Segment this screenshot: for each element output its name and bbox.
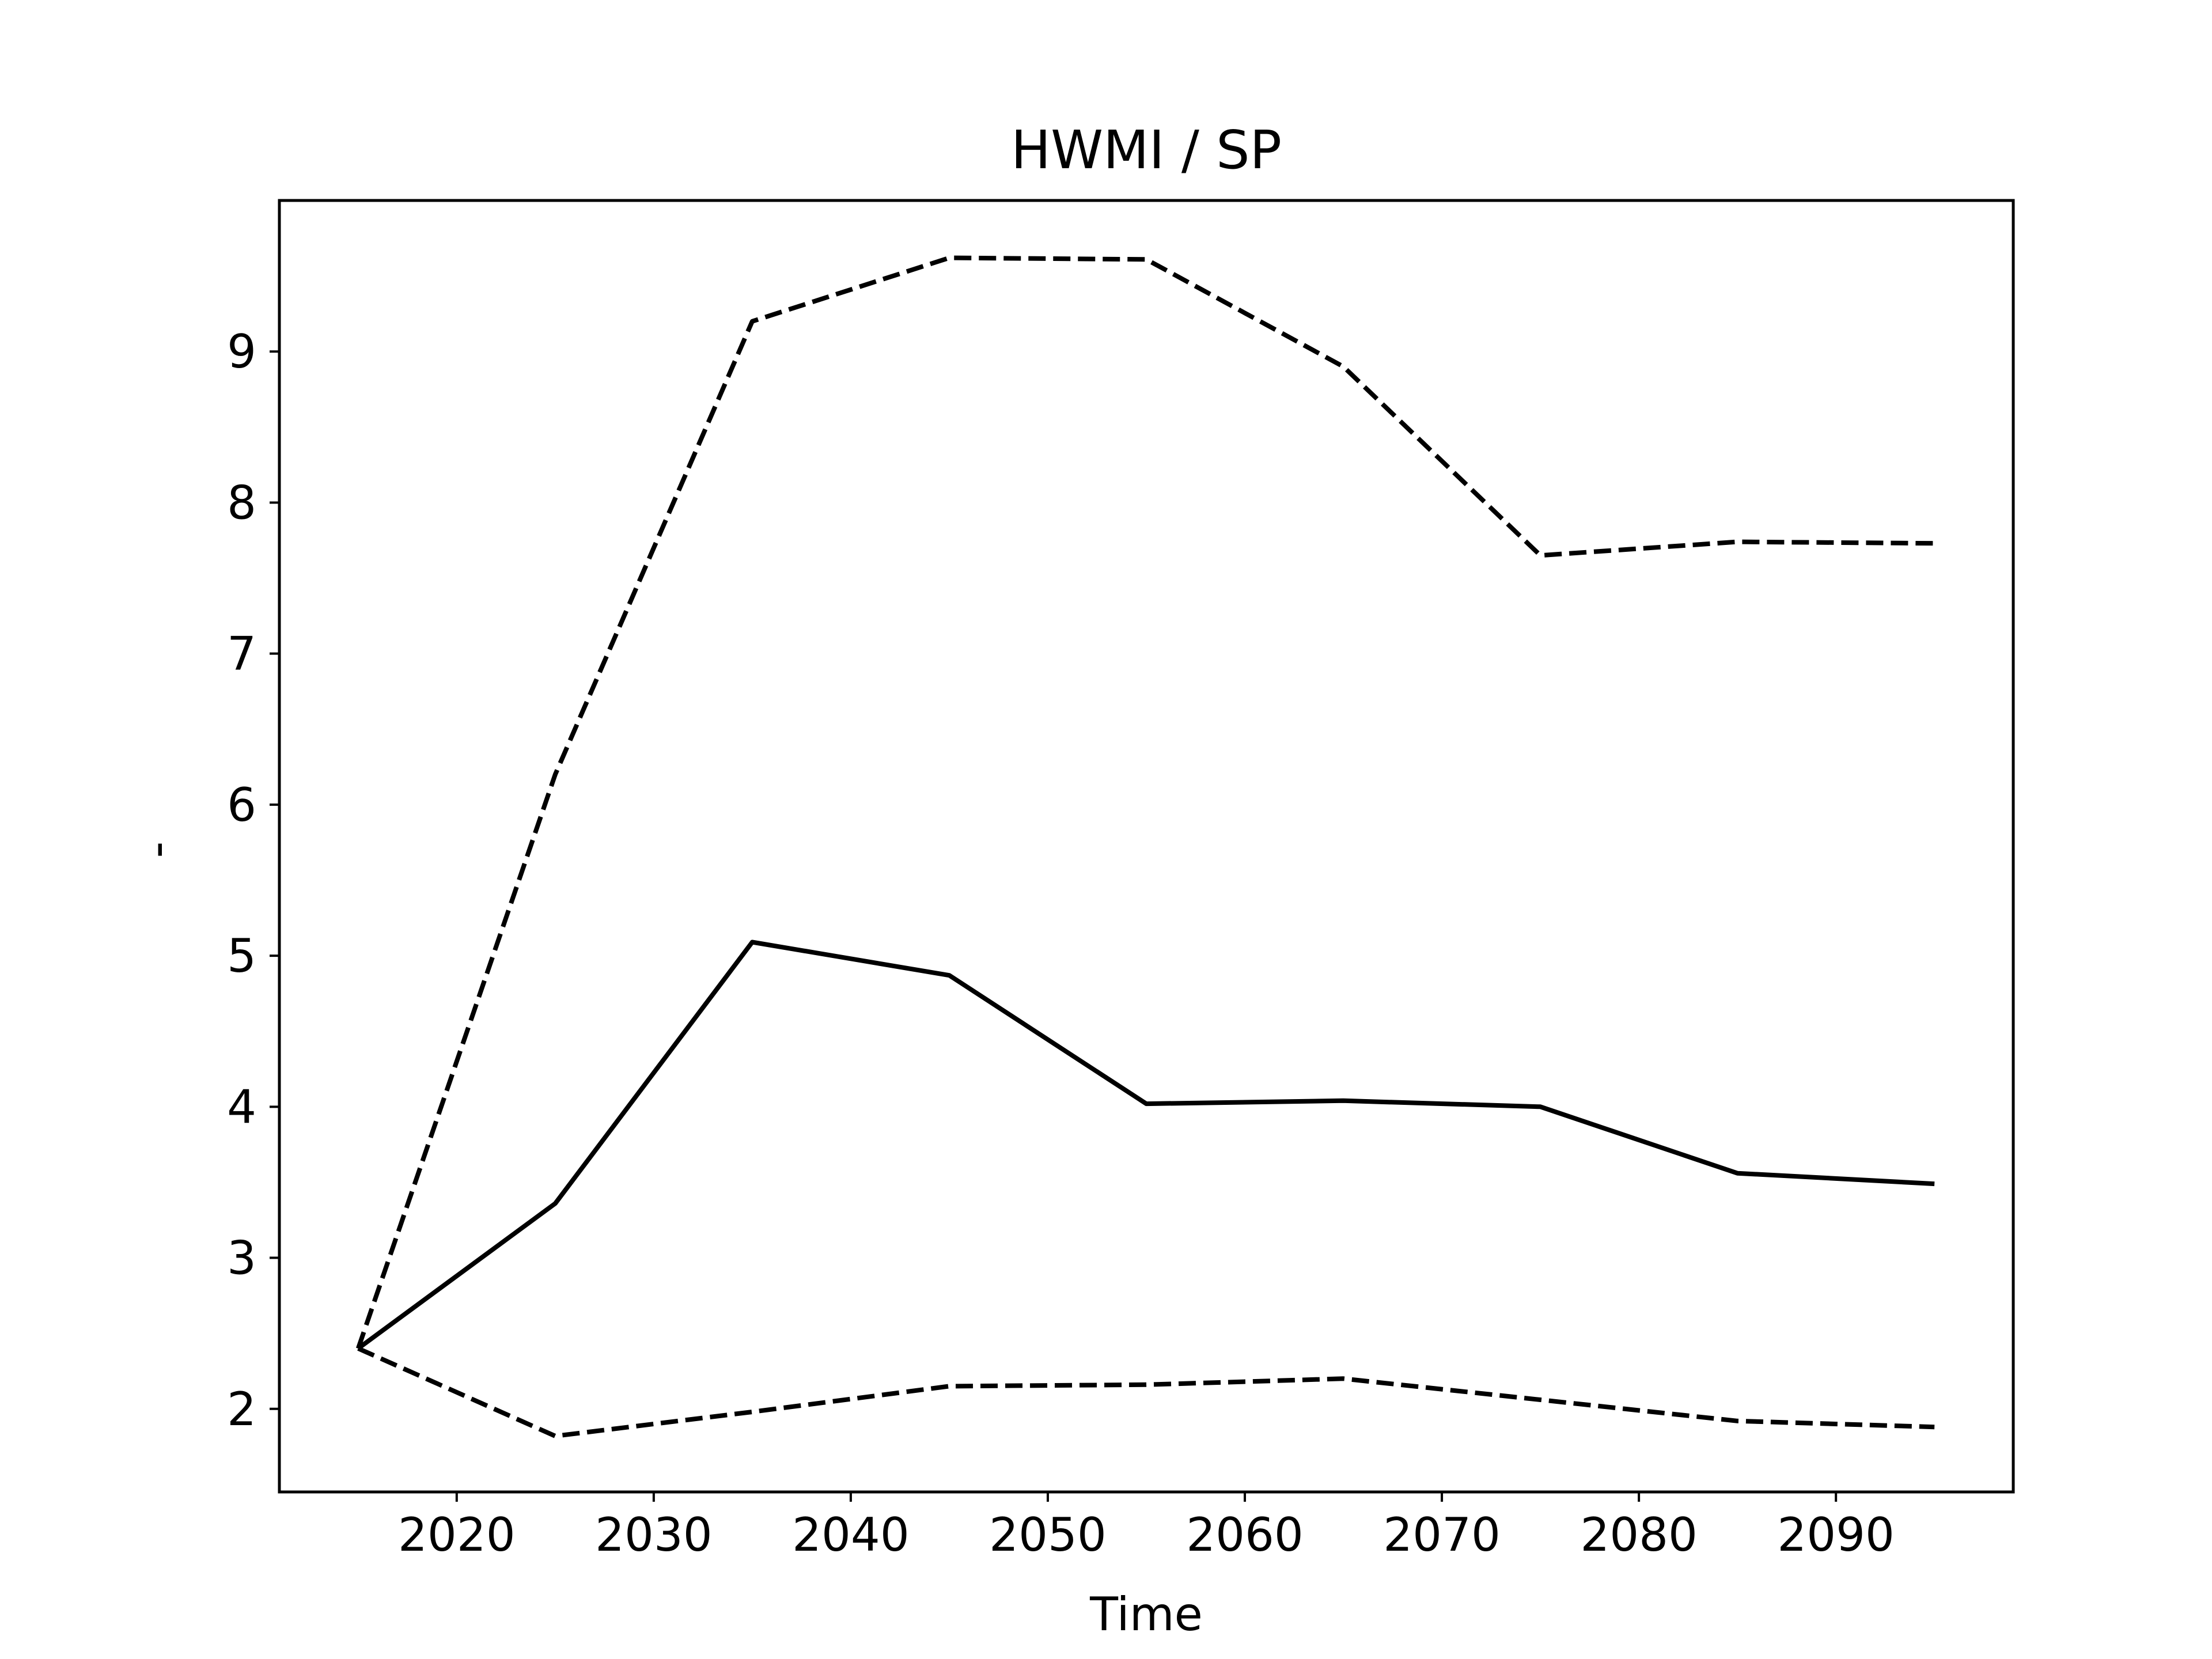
y-axis-label: - bbox=[130, 842, 184, 858]
y-tick-label: 3 bbox=[227, 1232, 256, 1285]
series-layer bbox=[356, 255, 1935, 1438]
y-tick-label: 9 bbox=[227, 325, 256, 378]
x-tick-label: 2080 bbox=[1580, 1508, 1698, 1562]
x-axis-ticks: 2020 2030 2040 2050 2060 2070 2080 2090 bbox=[398, 1492, 1895, 1562]
y-tick-label: 8 bbox=[227, 476, 256, 529]
series-line-2 bbox=[357, 940, 1935, 1351]
y-axis-ticks: 2 3 4 5 6 7 8 9 bbox=[227, 325, 279, 1436]
y-tick-label: 2 bbox=[227, 1382, 256, 1436]
x-tick-label: 2020 bbox=[398, 1508, 516, 1562]
chart-title: HWMI / SP bbox=[1011, 119, 1282, 181]
x-tick-label: 2030 bbox=[595, 1508, 713, 1562]
series-line-1 bbox=[356, 255, 1935, 1350]
y-tick-label: 7 bbox=[227, 627, 256, 681]
plot-area-frame bbox=[278, 199, 2015, 1494]
y-tick-label: 6 bbox=[227, 778, 256, 832]
series-line-3 bbox=[357, 1346, 1935, 1438]
x-tick-label: 2040 bbox=[792, 1508, 910, 1562]
x-tick-label: 2090 bbox=[1777, 1508, 1895, 1562]
y-tick-label: 4 bbox=[227, 1080, 256, 1134]
x-tick-label: 2050 bbox=[989, 1508, 1107, 1562]
x-tick-label: 2060 bbox=[1186, 1508, 1304, 1562]
x-axis-label: Time bbox=[1089, 1588, 1203, 1641]
y-tick-label: 5 bbox=[227, 929, 256, 983]
x-tick-label: 2070 bbox=[1383, 1508, 1501, 1562]
